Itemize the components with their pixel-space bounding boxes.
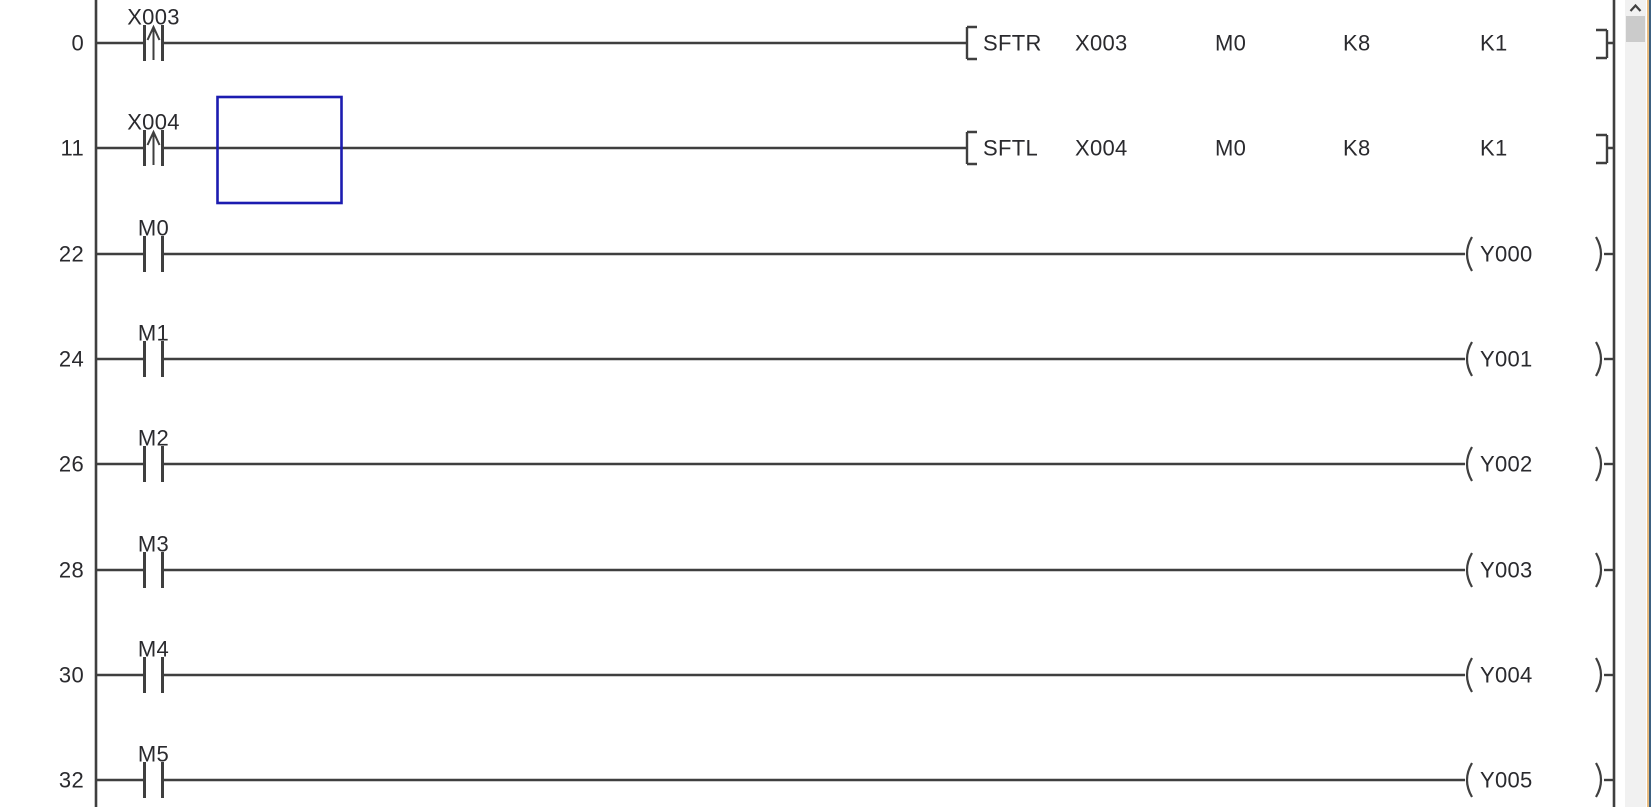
- rung[interactable]: 26 M2 Y002: [59, 426, 1614, 483]
- rung-step-number: 32: [59, 768, 84, 793]
- window-edge-accent: [1647, 0, 1649, 807]
- rung[interactable]: 0 X003 SFTR X003 M0 K8 K1: [71, 5, 1614, 62]
- rung-step-number: 0: [71, 31, 84, 56]
- instruction-operand: K8: [1343, 136, 1371, 161]
- contact-device-label: M0: [138, 216, 169, 241]
- contact-device-label: M3: [138, 532, 169, 557]
- rung[interactable]: 11 X004 SFTL X004 M0 K8 K1: [61, 95, 1614, 205]
- vertical-scrollbar[interactable]: [1625, 0, 1646, 807]
- contact-device-label: X004: [127, 110, 180, 135]
- contact-device-label: X003: [127, 5, 180, 30]
- rung[interactable]: 28 M3 Y003: [59, 532, 1614, 589]
- rung[interactable]: 24 M1 Y001: [59, 321, 1614, 378]
- rung[interactable]: 30 M4 Y004: [59, 637, 1614, 694]
- coil-device-label: Y001: [1480, 347, 1533, 372]
- coil-device-label: Y003: [1480, 558, 1533, 583]
- contact-device-label: M4: [138, 637, 169, 662]
- rung-step-number: 30: [59, 663, 84, 688]
- instruction-operand: X003: [1075, 31, 1128, 56]
- rung-step-number: 26: [59, 452, 84, 477]
- instruction-operand: X004: [1075, 136, 1128, 161]
- rung-step-number: 11: [61, 136, 84, 161]
- scrollbar-up-button[interactable]: [1625, 0, 1646, 16]
- rung[interactable]: 22 M0 Y000: [59, 216, 1614, 273]
- coil-device-label: Y000: [1480, 242, 1533, 267]
- instruction-operand: K1: [1480, 31, 1508, 56]
- rung[interactable]: 32 M5 Y005: [59, 742, 1614, 799]
- instruction-operand: M0: [1215, 31, 1246, 56]
- coil-device-label: Y004: [1480, 663, 1533, 688]
- contact-device-label: M2: [138, 426, 169, 451]
- contact-device-label: M5: [138, 742, 169, 767]
- instruction-name: SFTL: [983, 136, 1038, 161]
- rung-step-number: 22: [59, 242, 84, 267]
- instruction-operand: M0: [1215, 136, 1246, 161]
- scrollbar-thumb[interactable]: [1626, 16, 1645, 42]
- instruction-operand: K1: [1480, 136, 1508, 161]
- window-edge-border: [1649, 0, 1651, 807]
- rung-step-number: 28: [59, 558, 84, 583]
- coil-device-label: Y005: [1480, 768, 1533, 793]
- rung-step-number: 24: [59, 347, 84, 372]
- chevron-up-icon: [1629, 3, 1642, 12]
- instruction-name: SFTR: [983, 31, 1042, 56]
- instruction-operand: K8: [1343, 31, 1371, 56]
- editor-cursor: [216, 95, 343, 205]
- contact-device-label: M1: [138, 321, 169, 346]
- coil-device-label: Y002: [1480, 452, 1533, 477]
